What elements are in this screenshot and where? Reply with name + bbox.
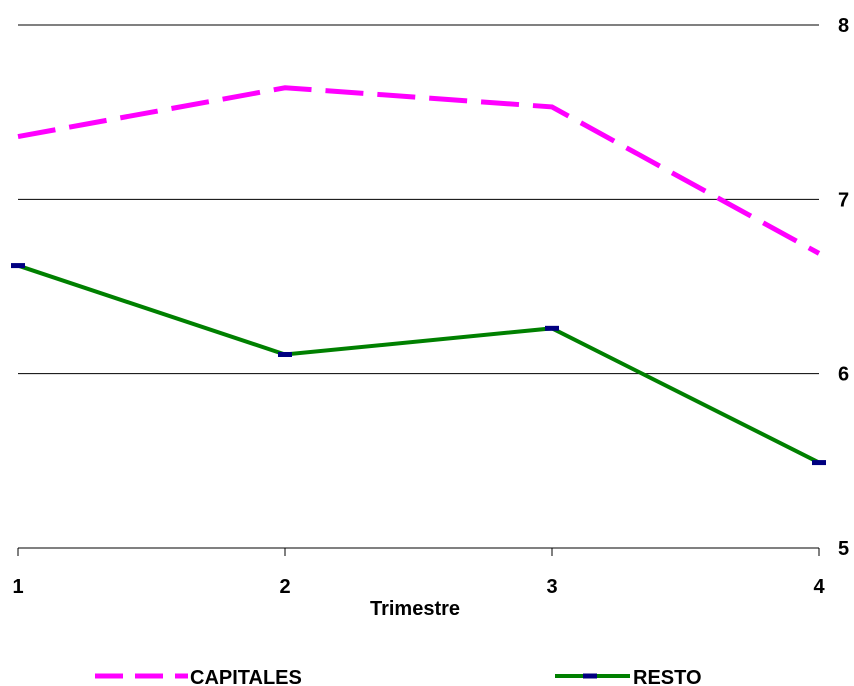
data-point-marker <box>545 325 559 331</box>
series-lines <box>11 85 826 466</box>
legend: CAPITALES RESTO <box>95 667 702 686</box>
legend-marker <box>583 673 597 679</box>
data-point-marker <box>278 351 292 357</box>
y-tick-label: 5 <box>838 538 849 560</box>
x-tick-label: 4 <box>813 576 825 598</box>
x-axis: 1 2 3 4 <box>12 548 825 598</box>
x-tick-label: 3 <box>546 576 557 598</box>
y-axis-tick-labels: 5 6 7 8 <box>838 15 849 560</box>
x-axis-label: Trimestre <box>370 598 460 620</box>
legend-label: CAPITALES <box>190 667 302 686</box>
series-line-capitales <box>17 85 821 256</box>
legend-label: RESTO <box>633 667 702 686</box>
legend-item-resto: RESTO <box>555 667 702 686</box>
y-tick-label: 8 <box>838 15 849 37</box>
legend-item-capitales: CAPITALES <box>95 667 302 686</box>
data-point-marker <box>11 263 25 269</box>
x-tick-label: 1 <box>12 576 23 598</box>
y-tick-label: 6 <box>838 364 849 386</box>
x-tick-label: 2 <box>279 576 290 598</box>
y-tick-label: 7 <box>838 189 849 211</box>
grid-lines <box>18 24 819 549</box>
data-point-marker <box>812 460 826 466</box>
series-line-resto <box>17 263 820 465</box>
